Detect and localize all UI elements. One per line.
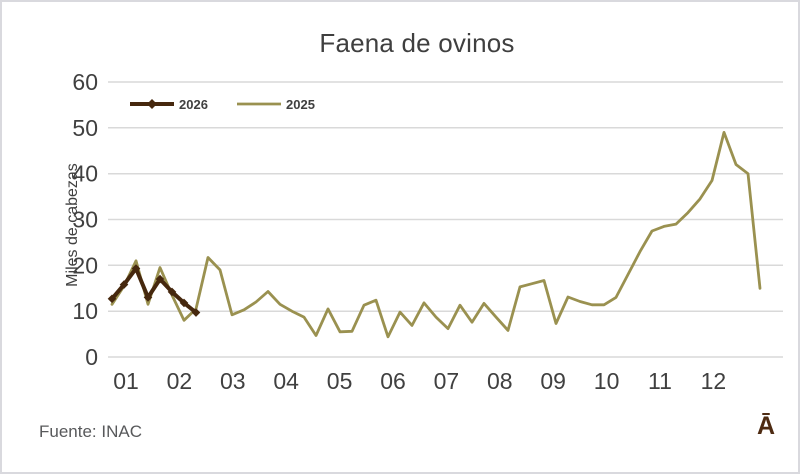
marker-diamond: [155, 274, 165, 284]
series-line-2025: [110, 130, 762, 339]
y-tick-label: 30: [72, 207, 98, 233]
legend-label-2026: 2026: [179, 97, 208, 112]
legend-marker-2026: [147, 99, 157, 109]
x-tick-label: 12: [701, 368, 727, 394]
x-tick-label: 11: [648, 368, 672, 394]
legend-item-2026: 2026: [130, 97, 208, 112]
marker-diamond: [191, 308, 201, 317]
x-tick-label: 01: [113, 368, 139, 394]
y-tick-label: 0: [85, 344, 98, 370]
x-tick-label: 07: [434, 368, 460, 394]
y-tick-label: 60: [72, 69, 98, 95]
legend: 2026 2025: [130, 97, 315, 112]
marker-diamond: [107, 294, 117, 304]
marker-diamond: [119, 280, 129, 289]
x-tick-label: 02: [167, 368, 193, 394]
x-tick-label: 04: [273, 368, 299, 394]
legend-item-2025: 2025: [237, 97, 315, 112]
x-tick-label: 03: [220, 368, 246, 394]
y-tick-label: 50: [72, 115, 98, 141]
x-tick-label: 08: [487, 368, 513, 394]
chart-title: Faena de ovinos: [319, 28, 515, 58]
marker-diamond: [131, 264, 141, 273]
x-tick-label: 10: [594, 368, 620, 394]
x-tick-label: 09: [540, 368, 566, 394]
x-tick-label: 06: [380, 368, 406, 394]
y-tick-label: 20: [72, 252, 98, 278]
legend-label-2025: 2025: [286, 97, 315, 112]
source-note: Fuente: INAC: [39, 422, 142, 441]
y-tick-label: 10: [72, 298, 98, 324]
marker-diamond: [143, 293, 153, 302]
marker-diamond: [167, 287, 177, 297]
y-tick-label: 40: [72, 161, 98, 187]
x-tick-label: 05: [327, 368, 353, 394]
marker-diamond: [179, 298, 189, 308]
brand-mark: Ā: [756, 412, 775, 440]
